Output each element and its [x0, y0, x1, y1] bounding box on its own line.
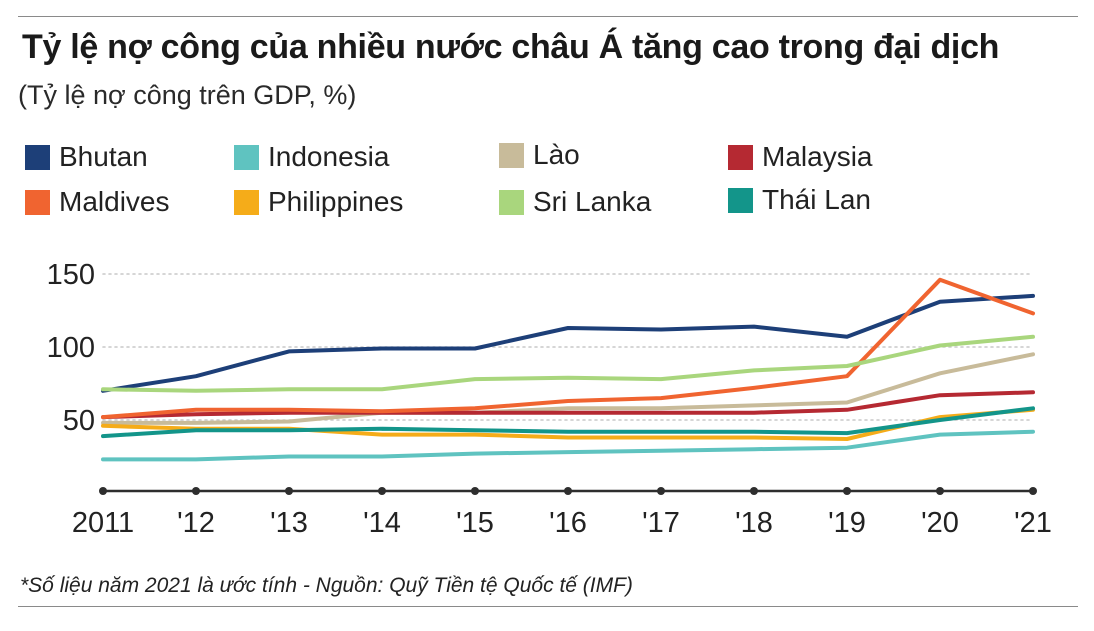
x-tick-label: '18 — [735, 507, 773, 539]
legend-swatch — [728, 144, 753, 170]
legend-swatch — [499, 142, 524, 168]
top-rule — [18, 16, 1078, 17]
legend-label: Malaysia — [762, 141, 873, 172]
x-tick-label: '19 — [828, 507, 866, 539]
y-tick-label: 100 — [47, 332, 95, 364]
legend-label: Lào — [533, 139, 580, 170]
x-tick-dot — [1029, 487, 1037, 495]
x-tick-dot — [378, 487, 386, 495]
y-tick-label: 50 — [63, 405, 95, 437]
x-tick-dot — [936, 487, 944, 495]
x-tick-label: '16 — [549, 507, 587, 539]
legend-item-lao: Lào — [499, 139, 580, 171]
series-line-maldives — [101, 277, 1035, 420]
series-line-lào — [101, 352, 1035, 425]
x-tick-dot — [285, 487, 293, 495]
legend-item-indonesia: Indonesia — [234, 141, 389, 173]
x-tick-label: 2011 — [72, 507, 134, 539]
x-tick-label: '13 — [270, 507, 308, 539]
legend-swatch — [728, 187, 753, 213]
series-line-sri-lanka — [101, 334, 1035, 393]
legend-item-sri-lanka: Sri Lanka — [499, 186, 651, 218]
x-tick-label: '17 — [642, 507, 680, 539]
series-line-bhutan — [101, 293, 1035, 393]
legend-item-thai-lan: Thái Lan — [728, 184, 871, 216]
series-line-thái-lan — [101, 406, 1035, 439]
legend-swatch — [499, 189, 524, 215]
x-tick-dot — [99, 487, 107, 495]
legend-swatch — [234, 189, 259, 215]
legend-label: Philippines — [268, 186, 404, 217]
legend-swatch — [234, 144, 259, 170]
legend-label: Maldives — [59, 186, 170, 217]
x-tick-dot — [564, 487, 572, 495]
x-tick-label: '15 — [456, 507, 494, 539]
series-line-malaysia — [101, 390, 1035, 420]
footnote: *Số liệu năm 2021 là ước tính - Nguồn: Q… — [20, 574, 633, 597]
x-tick-dot — [657, 487, 665, 495]
legend-label: Bhutan — [59, 141, 148, 172]
legend-label: Thái Lan — [762, 184, 871, 215]
x-tick-dot — [192, 487, 200, 495]
x-tick-label: '12 — [177, 507, 215, 539]
chart-subtitle: (Tỷ lệ nợ công trên GDP, %) — [18, 80, 357, 110]
legend-item-malaysia: Malaysia — [728, 141, 872, 173]
series-line-indonesia — [101, 429, 1035, 462]
bottom-rule — [18, 606, 1078, 607]
x-tick-dot — [471, 487, 479, 495]
legend-item-philippines: Philippines — [234, 186, 403, 218]
legend-item-bhutan: Bhutan — [25, 141, 148, 173]
legend-label: Indonesia — [268, 141, 390, 172]
x-tick-label: '20 — [921, 507, 959, 539]
legend-label: Sri Lanka — [533, 186, 652, 217]
x-tick-dot — [843, 487, 851, 495]
x-tick-dot — [750, 487, 758, 495]
y-tick-label: 150 — [47, 259, 95, 291]
legend-swatch — [25, 189, 50, 215]
chart-title: Tỷ lệ nợ công của nhiều nước châu Á tăng… — [22, 28, 1000, 66]
legend-swatch — [25, 144, 50, 170]
x-tick-label: '14 — [363, 507, 401, 539]
x-tick-label: '21 — [1014, 507, 1052, 539]
legend-item-maldives: Maldives — [25, 186, 169, 218]
